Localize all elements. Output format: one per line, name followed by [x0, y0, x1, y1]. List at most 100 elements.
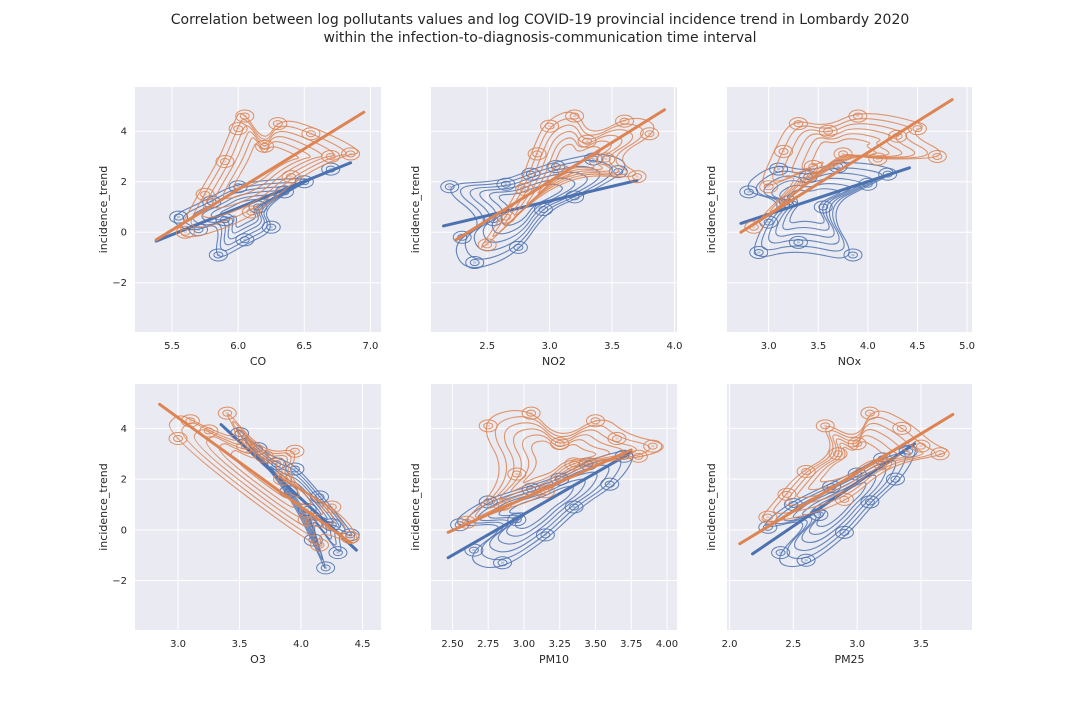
subplot-nox-orange-density-blob [868, 152, 888, 166]
subplot-no2-orange-point [535, 152, 539, 155]
subplot-pm25-orange-density-contour [808, 435, 900, 491]
subplot-pm25-orange-density-blob [801, 467, 812, 475]
subplot-co-orange-point [276, 122, 280, 125]
subplot-o3-orange-point [225, 412, 229, 415]
subplot-nox-series-orange [739, 98, 954, 234]
subplot-pm10-blue-point [529, 488, 533, 491]
subplot-co-orange-density-blob [215, 155, 235, 169]
subplot-o3-orange-density-blob [199, 424, 219, 438]
subplot-nox-orange-density-blob [823, 127, 834, 135]
subplot-no2-orange-point [573, 115, 577, 118]
subplot-co-blue-point [243, 238, 247, 241]
subplot-nox-x-tick-label: 4.5 [909, 341, 925, 352]
subplot-nox-orange-point [752, 226, 756, 229]
subplot-o3-blue-point [287, 490, 291, 493]
subplot-co-orange-density-blob [345, 150, 356, 158]
subplot-no2-orange-density-blob [615, 114, 635, 128]
subplot-nox-blue-density-blob [788, 235, 808, 249]
subplot-co-blue-density-blob [173, 213, 184, 221]
subplot-co-blue-density-contour [201, 185, 298, 240]
subplot-co-orange-point [203, 193, 207, 196]
subplot-o3-x-tick-label: 3.0 [170, 639, 186, 650]
subplot-co-orange-density-contour [201, 125, 335, 219]
subplot-co-orange-density-blob [272, 120, 283, 128]
subplot-o3-y-tick-label: 2 [121, 475, 127, 486]
subplot-pm10-orange-point [651, 445, 655, 448]
subplot-co-blue-density-blob [202, 195, 222, 209]
subplot-co-blue-point [269, 226, 273, 229]
subplot-pm25-blue-density-blob [762, 523, 773, 531]
subplot-co-orange-density-blob [195, 187, 215, 201]
subplot-pm25-blue-density-blob [771, 546, 791, 560]
subplot-nox-blue-density-blob [878, 167, 898, 181]
subplot-pm25-blue-density-blob [801, 556, 812, 564]
subplot-no2-blue-point [573, 195, 577, 198]
subplot-no2: 2.5 3.0 3.5 4.0 NO2 incidence_trend [409, 87, 682, 368]
subplot-pm10-blue-density-contour [456, 450, 634, 568]
subplot-nox-orange-density-blob [774, 144, 794, 158]
subplot-pm10-blue-regression-line [446, 450, 633, 560]
subplot-co-blue-point [282, 190, 286, 193]
subplot-pm25-orange-density-contour [773, 416, 936, 514]
subplot-no2-blue-density-blob [444, 183, 455, 191]
subplot-pm25-orange-density-blob [815, 419, 835, 433]
subplot-pm10-x-tick-label: 3.75 [620, 639, 642, 650]
subplot-o3-orange-point [318, 544, 321, 547]
subplot-no2-orange-density-blob [532, 150, 543, 158]
subplot-nox-orange-point [856, 115, 860, 118]
subplot-no2-orange-point [585, 140, 589, 143]
subplot-nox-background [727, 87, 972, 332]
subplot-co-orange-density-blob [235, 109, 255, 123]
subplot-pm25-orange-point [868, 412, 872, 415]
subplot-co-orange-density-contour [222, 137, 311, 199]
subplot-nox-orange-density-contour [800, 133, 890, 187]
subplot-co-blue-point [329, 168, 333, 171]
subplot-pm25-background [727, 384, 972, 630]
subplot-nox-orange-density-contour [769, 118, 928, 213]
subplot-pm10-blue-density-blob [569, 503, 580, 511]
subplot-co-orange-density-blob [233, 125, 244, 133]
subplot-co-x-tick-label: 6.5 [296, 341, 312, 352]
subplot-nox-orange-point [935, 155, 939, 158]
subplot-pm10-orange-density-blob [457, 515, 477, 529]
subplot-pm10-x-tick-label: 3.50 [584, 639, 606, 650]
subplot-o3-blue-point [293, 467, 297, 470]
subplot-pm10-orange-density-blob [607, 432, 627, 446]
subplot-pm10-orange-point [636, 455, 640, 458]
subplot-o3-blue-density-blob [332, 549, 343, 557]
subplot-no2-orange-density-contour [492, 118, 644, 238]
subplot-pm25-orange-point [766, 516, 770, 519]
subplot-o3-orange-point [188, 419, 192, 422]
subplot-nox-orange-density-blob [838, 150, 849, 158]
subplot-pm25-blue-density-blob [796, 553, 816, 567]
subplot-o3-blue-point [318, 495, 321, 498]
subplot-no2-orange-point [504, 216, 508, 219]
subplot-pm25-orange-point [823, 424, 827, 427]
subplot-pm10-orange-density-blob [647, 442, 658, 450]
subplot-o3-orange-point [293, 450, 297, 453]
subplot-no2-orange-density-blob [544, 122, 555, 130]
subplot-no2-orange-density-blob [600, 155, 611, 163]
subplot-no2-orange-density-blob [596, 152, 616, 166]
subplot-nox-x-axis-label: NOx [838, 355, 862, 368]
subplot-pm25-orange-density-blob [860, 406, 880, 420]
subplot-no2-blue-point [541, 208, 545, 211]
subplot-o3-blue-point [336, 551, 340, 554]
subplot-pm25-orange-density-blob [864, 409, 875, 417]
subplot-pm25-orange-density-blob [915, 442, 926, 450]
subplot-co-y-tick-label: 4 [121, 127, 127, 138]
subplot-co-orange-density-blob [321, 149, 341, 163]
subplot-pm25-orange-density-blob [892, 421, 912, 435]
subplot-no2-blue-density-blob [508, 240, 528, 254]
subplot-o3-orange-density-blob [310, 538, 329, 552]
subplot-nox-blue-density-blob [818, 203, 829, 211]
subplot-o3-y-tick-label: 0 [121, 525, 127, 536]
subplot-o3-y-axis-label: incidence_trend [97, 463, 110, 550]
subplot-no2-orange-density-contour [537, 143, 602, 194]
subplot-no2-blue-density-blob [525, 170, 536, 178]
subplot-co-series-orange [154, 109, 366, 242]
subplot-pm25-blue-density-blob [864, 498, 875, 506]
subplot-co-blue-density-blob [266, 223, 277, 231]
subplot-co-orange-density-contour [190, 119, 347, 228]
subplot-pm25-orange-density-blob [935, 450, 946, 458]
